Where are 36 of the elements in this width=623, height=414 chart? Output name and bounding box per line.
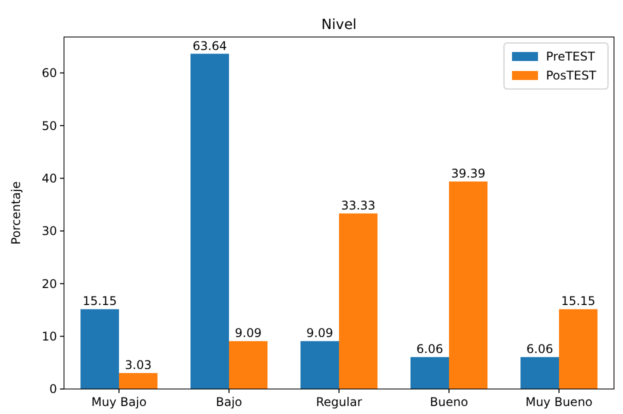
bar <box>410 357 449 389</box>
chart-title: Nivel <box>321 17 357 33</box>
y-tick-label: 50 <box>42 118 57 133</box>
data-label: 15.15 <box>82 294 117 308</box>
x-tick-label: Muy Bajo <box>91 395 147 409</box>
x-tick-label: Bajo <box>216 395 242 409</box>
data-label: 9.09 <box>306 326 334 340</box>
x-tick-label: Muy Bueno <box>525 395 593 409</box>
bar <box>520 357 559 389</box>
data-label: 9.09 <box>234 326 262 340</box>
y-tick-label: 0 <box>49 382 57 396</box>
y-tick-label: 60 <box>42 66 57 80</box>
bar <box>119 373 158 389</box>
data-label: 6.06 <box>416 342 444 356</box>
data-label: 33.33 <box>341 198 376 212</box>
bar <box>339 213 378 389</box>
x-tick-label: Regular <box>316 395 362 409</box>
y-tick-label: 10 <box>42 330 57 344</box>
legend-label: PreTEST <box>546 50 596 64</box>
data-label: 15.15 <box>561 294 596 308</box>
bar <box>229 341 268 389</box>
bar <box>300 341 339 389</box>
bar <box>449 182 488 389</box>
data-label: 39.39 <box>451 166 486 180</box>
bar <box>190 54 229 389</box>
y-axis-title: Porcentaje <box>9 181 23 245</box>
data-label: 63.64 <box>192 38 227 53</box>
data-label: 6.06 <box>526 342 554 356</box>
bar <box>559 309 598 389</box>
x-tick-label: Bueno <box>430 395 468 409</box>
bar <box>80 309 119 389</box>
legend-label: PosTEST <box>546 68 597 83</box>
y-tick-label: 30 <box>42 224 57 238</box>
y-tick-label: 20 <box>42 276 57 291</box>
data-label: 3.03 <box>124 358 152 372</box>
y-tick-label: 40 <box>42 171 57 186</box>
